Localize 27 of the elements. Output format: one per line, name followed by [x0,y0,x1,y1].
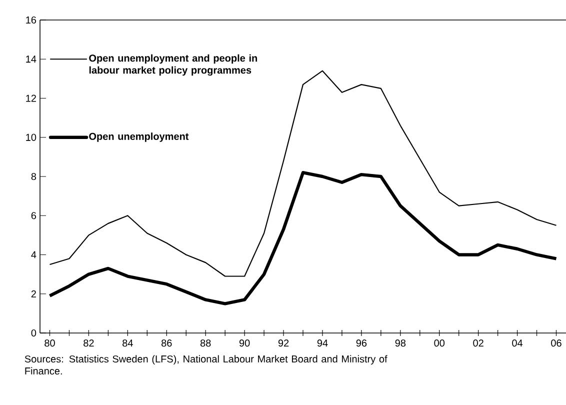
y-tick-label: 6 [31,212,36,220]
x-tick-label: 84 [122,340,133,347]
legend-label: Open unemployment and people in labour market policy programmes [89,54,258,76]
x-tick-label: 06 [551,340,562,347]
y-tick-label: 2 [31,290,36,298]
x-tick-label: 94 [317,340,328,347]
x-tick-label: 90 [239,340,250,347]
x-tick-label: 82 [84,340,94,347]
y-tick-label: 10 [26,134,36,141]
y-tick-label: 8 [31,172,36,180]
line-series [48,170,558,306]
x-tick-label: 88 [200,340,211,347]
y-tick-label: 0 [31,329,36,337]
x-tick-label: 02 [473,340,484,347]
y-tick-label: 12 [26,94,36,102]
legend-label: Open unemployment [89,132,189,142]
source-note: Sources: Statistics Sweden (LFS), National Labour Market Board and Ministry of Finance. [24,355,388,375]
x-tick-label: 86 [162,340,172,347]
y-tick-label: 14 [26,56,36,63]
x-tick-label: 92 [278,340,289,347]
x-tick-label: 96 [356,340,367,347]
y-tick-label: 16 [26,16,36,24]
x-tick-label: 04 [512,340,523,347]
x-tick-label: 00 [434,340,445,347]
x-tick-label: 80 [44,340,55,347]
x-tick-label: 98 [395,340,406,347]
y-tick-label: 4 [31,251,36,258]
